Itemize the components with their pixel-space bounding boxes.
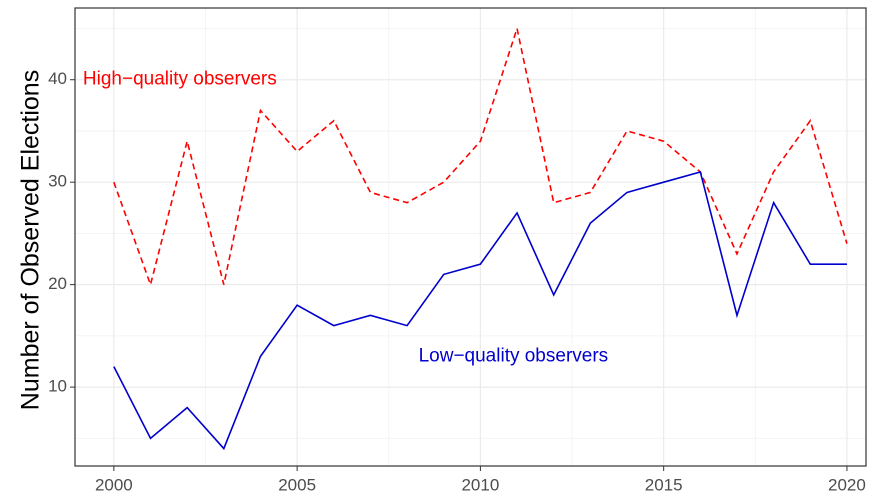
- x-tick-label: 2015: [645, 475, 683, 494]
- x-tick-label: 2000: [95, 475, 133, 494]
- annotation: High−quality observers: [83, 69, 277, 90]
- panel-border: [74, 7, 867, 467]
- x-tick-label: 2005: [278, 475, 316, 494]
- x-tick-label: 2010: [461, 475, 499, 494]
- y-tick-label: 20: [48, 274, 67, 293]
- series-line: [113, 25, 848, 288]
- y-tick-label: 30: [48, 172, 67, 191]
- y-tick-label: 10: [48, 377, 67, 396]
- y-tick-label: 40: [48, 69, 67, 88]
- x-tick-label: 2020: [828, 475, 866, 494]
- series-line: [113, 170, 847, 451]
- y-axis-title: Number of Observed Elections: [17, 70, 45, 410]
- annotation: Low−quality observers: [419, 345, 609, 366]
